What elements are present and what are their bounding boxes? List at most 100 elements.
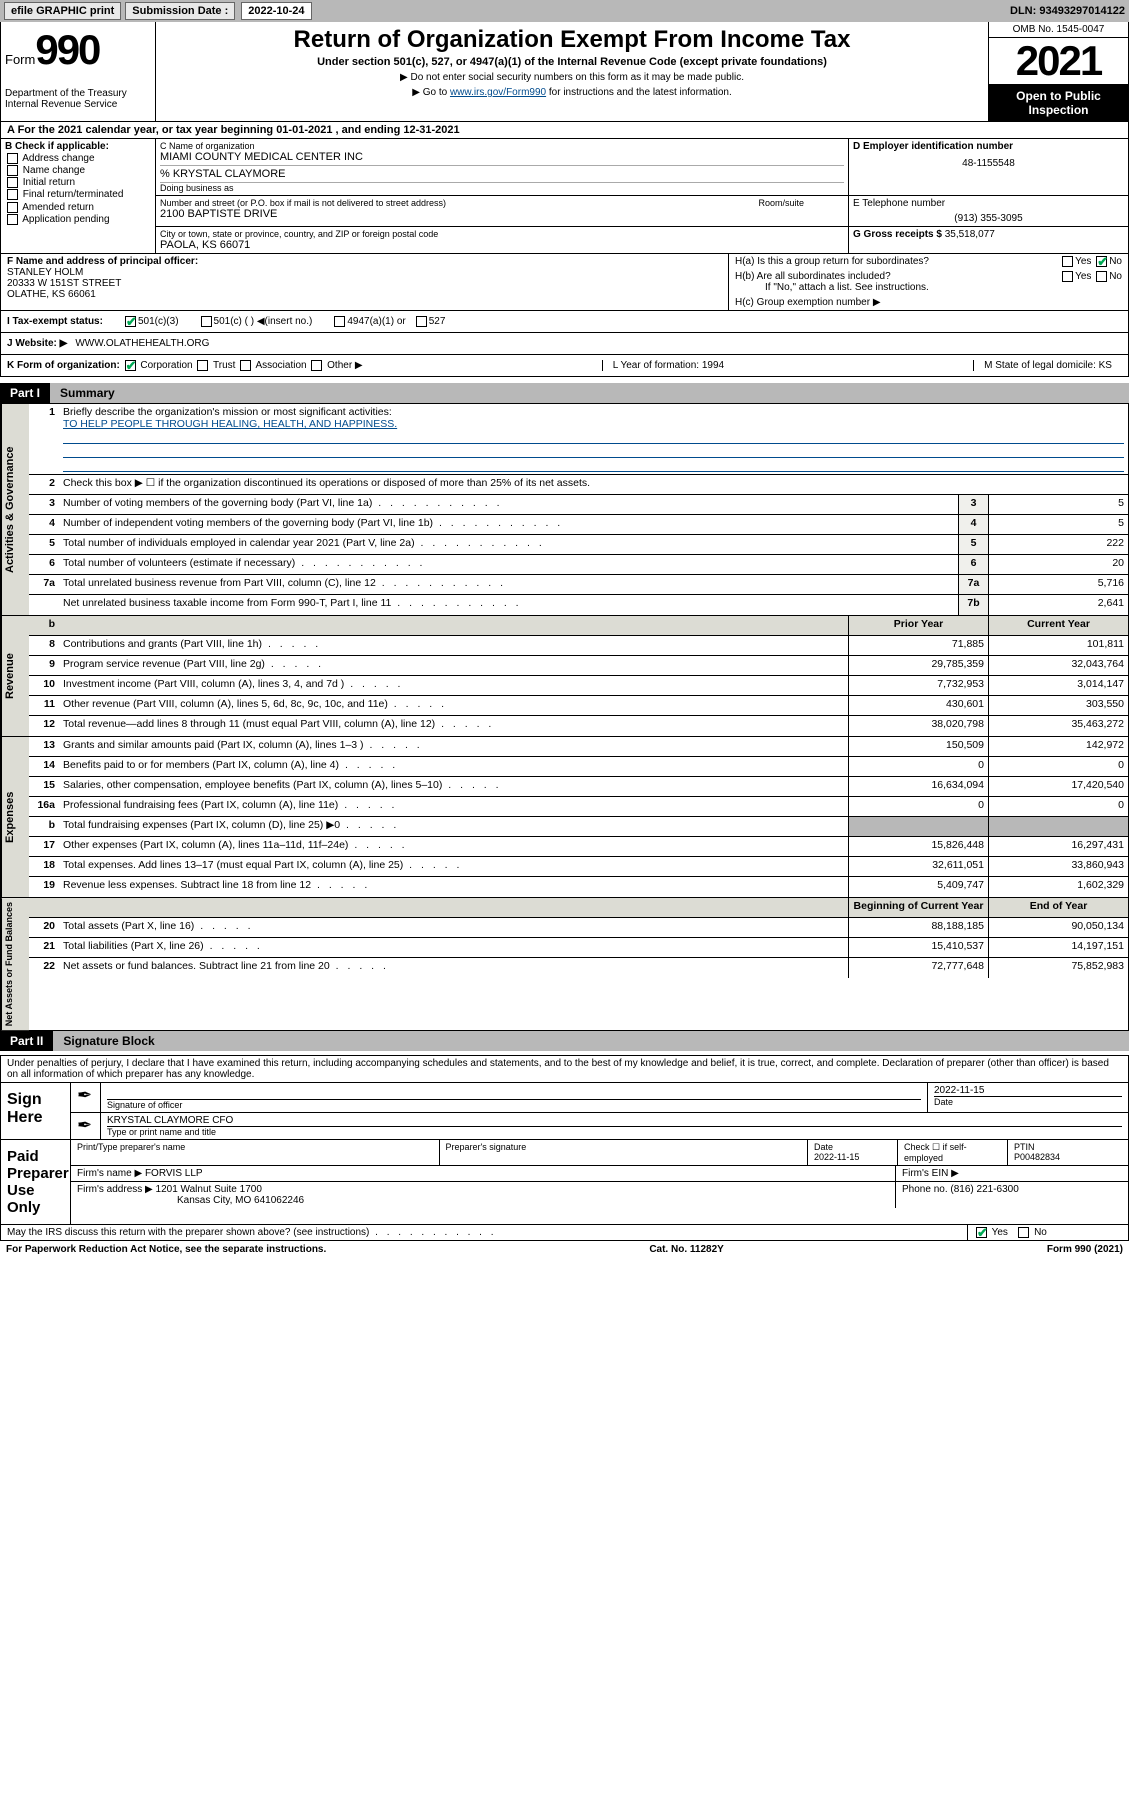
form-number: Form990	[5, 26, 151, 74]
part1-header: Part I Summary	[0, 383, 1129, 403]
part1-tab: Part I	[0, 383, 50, 403]
chk-other[interactable]	[311, 360, 322, 371]
chk-4947[interactable]	[334, 316, 345, 327]
chk-corporation[interactable]	[125, 360, 136, 371]
chk-501c[interactable]	[201, 316, 212, 327]
website-label: J Website: ▶	[7, 338, 67, 349]
line-a-text: A For the 2021 calendar year, or tax yea…	[7, 124, 460, 136]
form-word: Form	[5, 52, 35, 67]
page-footer: For Paperwork Reduction Act Notice, see …	[0, 1241, 1129, 1258]
chk-discuss-yes[interactable]	[976, 1227, 987, 1238]
opt-other: Other ▶	[327, 360, 362, 371]
table-row: 14Benefits paid to or for members (Part …	[29, 757, 1128, 777]
sign-here-label: Sign Here	[1, 1083, 71, 1139]
firm-phone: (816) 221-6300	[950, 1184, 1018, 1195]
status-label: I Tax-exempt status:	[7, 316, 103, 327]
self-employed-check[interactable]: Check ☐ if self-employed	[898, 1140, 1008, 1165]
submission-date-value: 2022-10-24	[241, 2, 311, 20]
yes-label: Yes	[992, 1227, 1008, 1238]
note2-post: for instructions and the latest informat…	[546, 87, 732, 98]
chk-label: Initial return	[23, 177, 75, 188]
submission-date-label: Submission Date :	[125, 2, 235, 20]
department-label: Department of the Treasury Internal Reve…	[5, 88, 151, 110]
chk-discuss-no[interactable]	[1018, 1227, 1029, 1238]
table-row: 17Other expenses (Part IX, column (A), l…	[29, 837, 1128, 857]
table-row: 13Grants and similar amounts paid (Part …	[29, 737, 1128, 757]
chk-501c3[interactable]	[125, 316, 136, 327]
chk-amended-return[interactable]: Amended return	[5, 202, 151, 213]
form-note1: ▶ Do not enter social security numbers o…	[164, 72, 980, 83]
chk-final-return[interactable]: Final return/terminated	[5, 189, 151, 200]
table-row: 15Salaries, other compensation, employee…	[29, 777, 1128, 797]
tax-exempt-status-row: I Tax-exempt status: 501(c)(3) 501(c) ( …	[0, 311, 1129, 333]
chk-application-pending[interactable]: Application pending	[5, 214, 151, 225]
form-subtitle: Under section 501(c), 527, or 4947(a)(1)…	[164, 56, 980, 68]
officer-name-title: KRYSTAL CLAYMORE CFO	[107, 1115, 233, 1126]
firm-ein-label: Firm's EIN ▶	[896, 1166, 1128, 1181]
opt-501c3: 501(c)(3)	[138, 316, 179, 327]
chk-association[interactable]	[240, 360, 251, 371]
block-bcdeg: B Check if applicable: Address change Na…	[0, 139, 1129, 254]
type-name-label: Type or print name and title	[107, 1126, 1122, 1137]
top-bar: efile GRAPHIC print Submission Date : 20…	[0, 0, 1129, 22]
chk-address-change[interactable]: Address change	[5, 153, 151, 164]
chk-label: Address change	[22, 153, 94, 164]
side-label-net: Net Assets or Fund Balances	[1, 898, 29, 1030]
org-name: MIAMI COUNTY MEDICAL CENTER INC	[160, 151, 844, 163]
ptin-value: P00482834	[1014, 1152, 1060, 1162]
opt-corp: Corporation	[140, 360, 192, 371]
hc-label: H(c) Group exemption number ▶	[735, 297, 1122, 308]
part1-title: Summary	[50, 383, 1129, 403]
block-fh: F Name and address of principal officer:…	[0, 254, 1129, 311]
chk-name-change[interactable]: Name change	[5, 165, 151, 176]
declaration-text: Under penalties of perjury, I declare th…	[1, 1056, 1128, 1082]
summary-exp: Expenses 13Grants and similar amounts pa…	[0, 737, 1129, 898]
website-row: J Website: ▶ WWW.OLATHEHEALTH.ORG	[0, 333, 1129, 355]
chk-527[interactable]	[416, 316, 427, 327]
form-num: 990	[35, 26, 99, 73]
hb-note: If "No," attach a list. See instructions…	[765, 282, 1122, 293]
table-row: 20Total assets (Part X, line 16)88,188,1…	[29, 918, 1128, 938]
prep-name-label: Print/Type preparer's name	[71, 1140, 440, 1165]
side-label-exp: Expenses	[1, 737, 29, 897]
footer-left: For Paperwork Reduction Act Notice, see …	[6, 1244, 326, 1255]
chk-trust[interactable]	[197, 360, 208, 371]
opt-4947: 4947(a)(1) or	[347, 316, 405, 327]
k-label: K Form of organization:	[7, 360, 120, 371]
summary-net: Net Assets or Fund Balances Beginning of…	[0, 898, 1129, 1031]
line2-label: Check this box ▶ ☐ if the organization d…	[59, 475, 1128, 494]
col-boy: Beginning of Current Year	[848, 898, 988, 917]
col-eoy: End of Year	[988, 898, 1128, 917]
part2-header: Part II Signature Block	[0, 1031, 1129, 1051]
omb-number: OMB No. 1545-0047	[989, 22, 1128, 38]
website-value: WWW.OLATHEHEALTH.ORG	[75, 338, 209, 349]
table-row: 4Number of independent voting members of…	[29, 515, 1128, 535]
care-of: % KRYSTAL CLAYMORE	[160, 165, 844, 180]
korg-row: K Form of organization: Corporation Trus…	[0, 355, 1129, 377]
efile-print-button[interactable]: efile GRAPHIC print	[4, 2, 121, 20]
col-b: B Check if applicable: Address change Na…	[1, 139, 156, 253]
irs-link[interactable]: www.irs.gov/Form990	[450, 87, 546, 98]
chk-initial-return[interactable]: Initial return	[5, 177, 151, 188]
firm-name: FORVIS LLP	[145, 1168, 203, 1179]
col-h: H(a) Is this a group return for subordin…	[728, 254, 1128, 310]
side-label-rev: Revenue	[1, 616, 29, 736]
addr-label: Number and street (or P.O. box if mail i…	[160, 198, 446, 208]
officer-name: STANLEY HOLM	[7, 267, 83, 278]
table-row: 3Number of voting members of the governi…	[29, 495, 1128, 515]
hb-label: H(b) Are all subordinates included?	[735, 271, 891, 282]
yes-label: Yes	[1075, 271, 1091, 282]
summary-rev: Revenue b Prior Year Current Year 8Contr…	[0, 616, 1129, 737]
col-g: G Gross receipts $ 35,518,077	[848, 227, 1128, 253]
table-row: 11Other revenue (Part VIII, column (A), …	[29, 696, 1128, 716]
prep-sig-label: Preparer's signature	[440, 1140, 809, 1165]
col-current-year: Current Year	[988, 616, 1128, 635]
city-value: PAOLA, KS 66071	[160, 239, 844, 251]
table-row: 16aProfessional fundraising fees (Part I…	[29, 797, 1128, 817]
col-f: F Name and address of principal officer:…	[1, 254, 728, 310]
no-label: No	[1109, 256, 1122, 267]
signature-block: Under penalties of perjury, I declare th…	[0, 1055, 1129, 1241]
col-d: D Employer identification number 48-1155…	[848, 139, 1128, 195]
no-label: No	[1109, 271, 1122, 282]
date-label: Date	[934, 1096, 1122, 1107]
